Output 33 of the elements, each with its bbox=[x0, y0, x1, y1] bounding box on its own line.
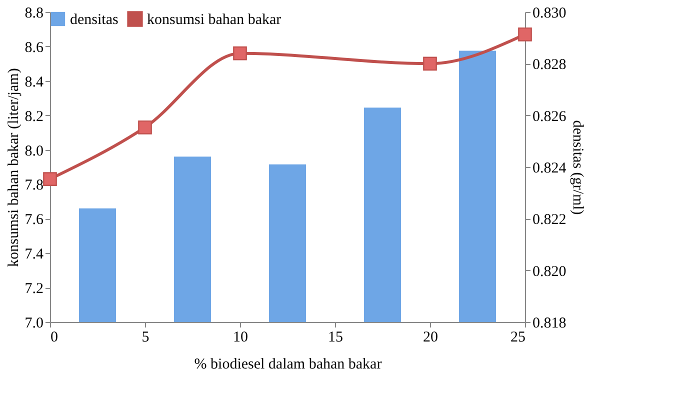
point bbox=[518, 27, 532, 42]
point bbox=[233, 46, 247, 60]
point bbox=[138, 120, 152, 134]
y2-tick-label: 0.822 bbox=[532, 212, 566, 228]
y2-tick-label: 0.824 bbox=[532, 160, 567, 176]
y-tick-label: 7.6 bbox=[24, 212, 44, 228]
y-tick-label: 8.0 bbox=[24, 143, 44, 160]
point bbox=[423, 56, 437, 71]
y2-tick-label: 0.830 bbox=[532, 6, 566, 22]
x-tick-label: 20 bbox=[423, 330, 438, 346]
legend-label: konsumsi bahan bakar bbox=[147, 12, 282, 28]
y2-tick-label: 0.820 bbox=[532, 264, 566, 280]
x-tick-label: 25 bbox=[510, 330, 526, 346]
x-tick-label: 15 bbox=[328, 330, 343, 346]
y-tick-label: 7.8 bbox=[24, 178, 44, 194]
x-tick-label: 5 bbox=[142, 330, 150, 346]
y2-tick-label: 0.826 bbox=[532, 108, 567, 125]
y2-tick-label: 0.828 bbox=[532, 57, 566, 74]
legend-label: densitas bbox=[70, 12, 118, 28]
y-tick-label: 8.4 bbox=[24, 74, 44, 90]
y-axis-title: konsumsi bahan bakar (liter/jam) bbox=[6, 68, 22, 267]
y-tick-label: 8.8 bbox=[24, 6, 44, 22]
y2-axis-title: densitas (gr/ml) bbox=[569, 120, 586, 215]
y-tick-label: 7.4 bbox=[24, 246, 44, 263]
point bbox=[43, 172, 57, 186]
y-tick-label: 7.2 bbox=[24, 281, 44, 298]
y-tick-label: 7.0 bbox=[24, 316, 44, 332]
y-tick-label: 8.2 bbox=[24, 108, 44, 125]
y-tick-label: 8.6 bbox=[24, 40, 44, 56]
y2-tick-label: 0.818 bbox=[532, 316, 566, 332]
x-tick-label: 0 bbox=[50, 330, 58, 346]
x-tick-label: 10 bbox=[233, 330, 248, 346]
x-axis-title: % biodiesel dalam bahan bakar bbox=[194, 356, 382, 372]
